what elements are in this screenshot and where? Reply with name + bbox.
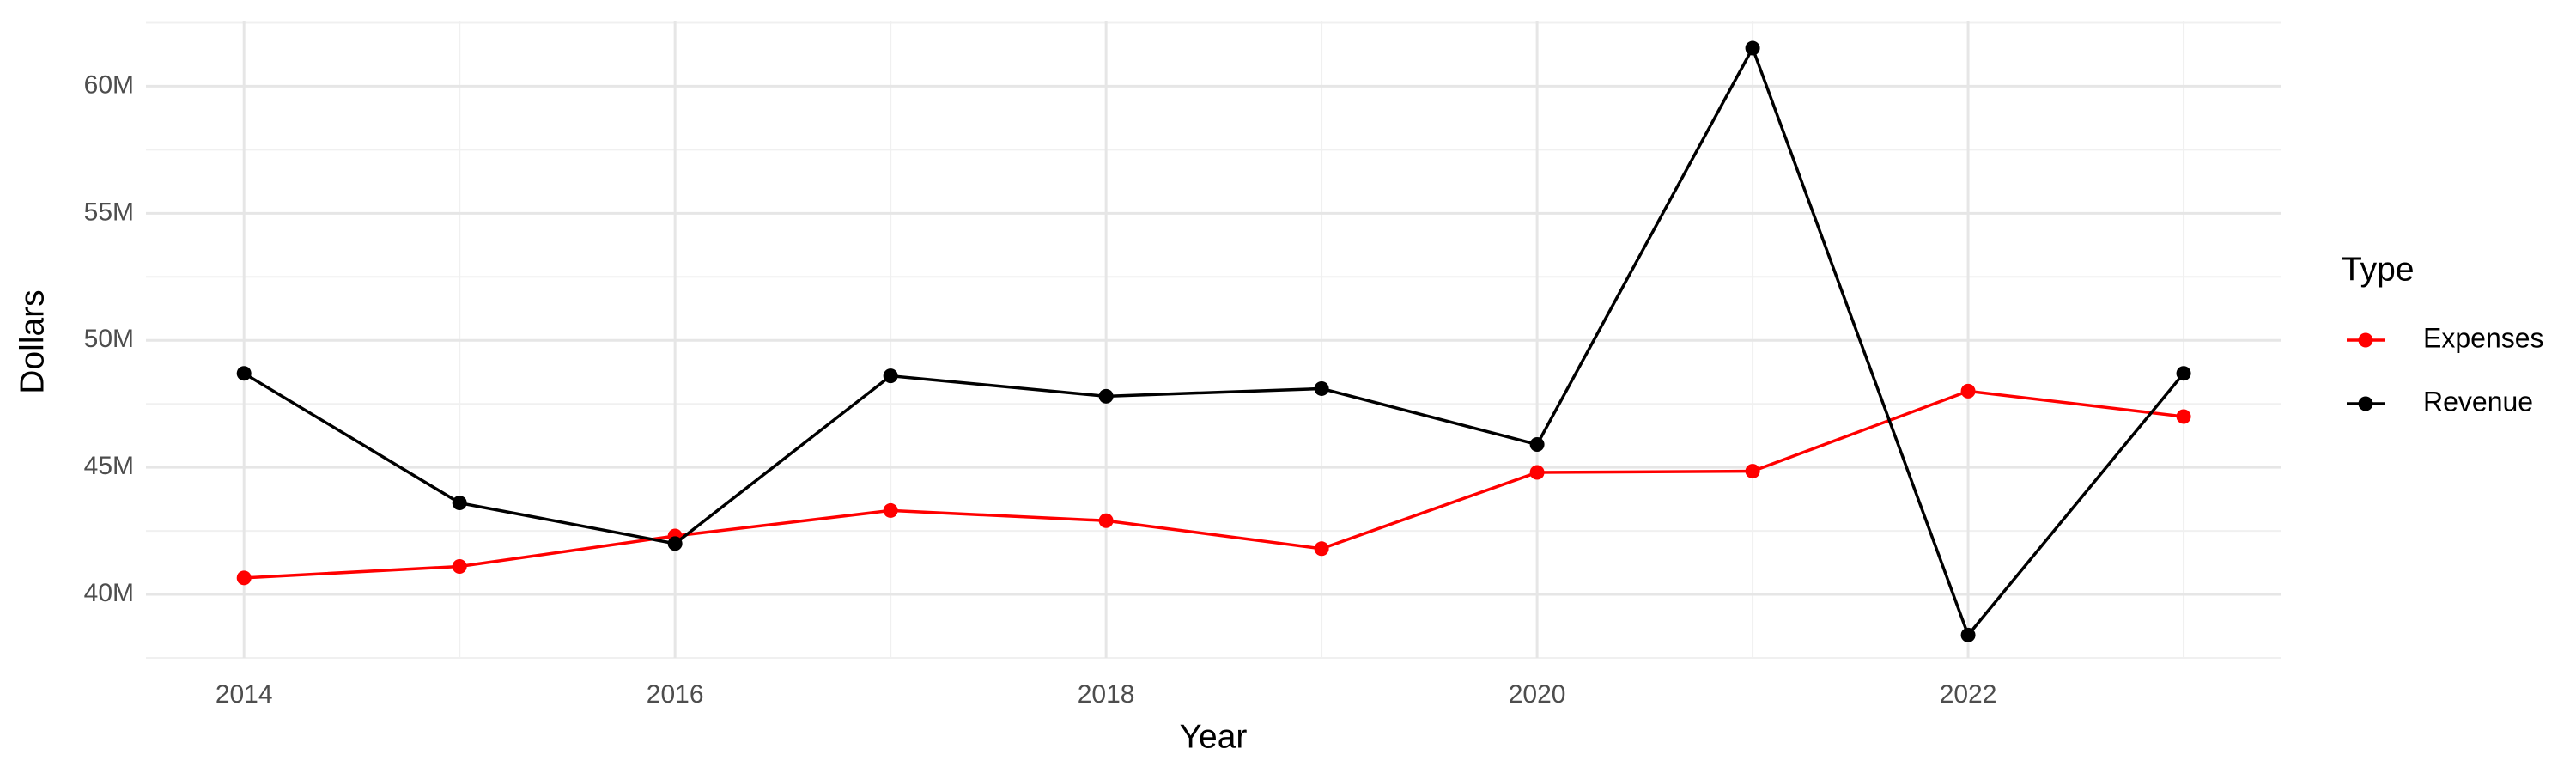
data-point bbox=[1529, 437, 1545, 453]
data-point bbox=[1529, 465, 1545, 480]
data-point bbox=[236, 366, 252, 381]
legend-title: Type bbox=[2342, 251, 2415, 288]
y-tick-label: 40M bbox=[84, 579, 134, 607]
x-tick-label: 2022 bbox=[1940, 680, 1997, 709]
data-point bbox=[1745, 464, 1760, 479]
data-point bbox=[1960, 383, 1976, 399]
x-tick-label: 2020 bbox=[1509, 680, 1566, 709]
legend-dot bbox=[2358, 396, 2373, 411]
y-tick-label: 55M bbox=[84, 198, 134, 226]
data-point bbox=[452, 496, 467, 511]
data-point bbox=[2176, 409, 2191, 424]
data-point bbox=[1745, 40, 1760, 56]
data-point bbox=[1960, 627, 1976, 642]
x-tick-label: 2014 bbox=[216, 680, 273, 709]
data-point bbox=[2176, 366, 2191, 381]
y-axis-title: Dollars bbox=[14, 289, 51, 393]
data-point bbox=[883, 502, 898, 518]
data-point bbox=[1098, 513, 1114, 528]
data-point bbox=[1098, 388, 1114, 404]
data-point bbox=[1314, 541, 1329, 557]
series-line bbox=[244, 389, 2184, 580]
y-tick-label: 60M bbox=[84, 70, 134, 99]
legend-label: Revenue bbox=[2423, 386, 2533, 417]
x-tick-label: 2016 bbox=[647, 680, 704, 709]
data-point bbox=[236, 570, 252, 586]
data-point bbox=[883, 368, 898, 384]
y-tick-label: 50M bbox=[84, 325, 134, 353]
data-point bbox=[1314, 380, 1329, 396]
series-line bbox=[243, 44, 2185, 638]
x-axis-title: Year bbox=[1180, 718, 1248, 755]
data-point bbox=[667, 536, 683, 551]
legend-dot bbox=[2358, 332, 2373, 348]
legend-label: Expenses bbox=[2423, 322, 2544, 353]
y-tick-label: 45M bbox=[84, 452, 134, 480]
data-point bbox=[452, 559, 467, 575]
x-tick-label: 2018 bbox=[1078, 680, 1135, 709]
